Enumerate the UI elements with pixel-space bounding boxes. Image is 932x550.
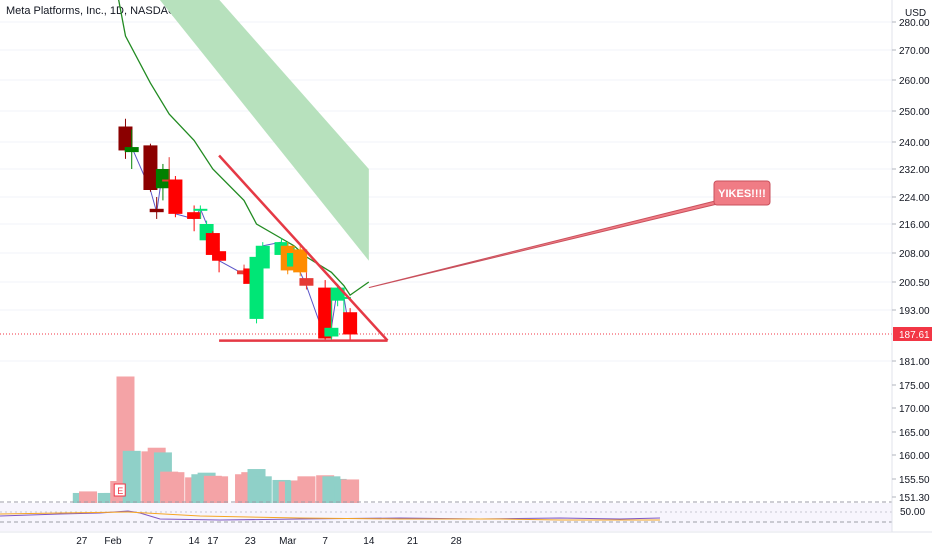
price-tick-label: 240.00 <box>899 138 930 149</box>
last-price-tag <box>893 327 932 341</box>
volume-bars: E <box>72 376 360 514</box>
candle-body <box>124 147 139 153</box>
candle-body <box>343 312 358 335</box>
price-tick-label: 170.00 <box>899 404 930 415</box>
price-tick-label: 193.00 <box>899 306 930 317</box>
price-axis: 280.00 270.00 260.00 250.00 240.00 232.00 224.… <box>892 18 930 504</box>
time-tick-label: Feb <box>104 536 122 547</box>
price-tick-label: 216.00 <box>899 220 930 231</box>
indicator-background <box>0 503 892 531</box>
candle-body <box>143 145 158 190</box>
earnings-marker <box>113 483 126 497</box>
price-tick-label: 208.00 <box>899 249 930 260</box>
indicator-line <box>0 510 661 521</box>
candle-body <box>155 169 170 189</box>
price-tick-label: 155.50 <box>899 475 930 486</box>
time-tick-label: 21 <box>407 536 419 547</box>
candle-body <box>249 256 264 319</box>
time-axis: 27 Feb 7 14 17 23 Mar 7 14 21 28 <box>76 536 462 547</box>
time-tick-label: 17 <box>207 536 219 547</box>
volume-bar <box>122 450 141 514</box>
candle-body <box>187 212 202 219</box>
price-tick-label: 224.00 <box>899 193 930 204</box>
indicator-signal-line <box>0 511 660 521</box>
candle-body <box>168 179 183 214</box>
resistance-trendline <box>218 154 389 342</box>
time-tick-label: 14 <box>189 536 201 547</box>
callout-box <box>713 180 771 206</box>
candle-body <box>293 249 308 273</box>
price-tick-label: 232.00 <box>899 165 930 176</box>
callout-text: YIKES!!!! <box>718 188 766 200</box>
price-tick-label: 165.00 <box>899 428 930 439</box>
price-tick-label: 200.50 <box>899 278 930 289</box>
time-tick-label: 7 <box>322 536 328 547</box>
time-tick-label: 14 <box>363 536 375 547</box>
cloud-band <box>159 0 369 261</box>
price-tick-label: 175.00 <box>899 381 930 392</box>
price-tick-label: 250.00 <box>899 107 930 118</box>
time-tick-label: 27 <box>76 536 88 547</box>
indicator-pane: 50.00 <box>0 501 925 531</box>
time-tick-label: Mar <box>279 536 297 547</box>
candle-body <box>318 287 333 339</box>
price-tick-label: 151.30 <box>899 493 930 504</box>
candle-body <box>324 327 339 337</box>
candle-body <box>205 233 220 255</box>
cloud-band-area <box>159 0 369 261</box>
earnings-marker-label: E <box>117 486 123 496</box>
candle-body <box>299 278 314 286</box>
currency-label: USD <box>905 8 926 19</box>
indicator-tick-label: 50.00 <box>900 507 925 518</box>
price-tick-label: 280.00 <box>899 18 930 29</box>
time-tick-label: 7 <box>148 536 154 547</box>
candle-body <box>193 208 208 211</box>
chart-title: Meta Platforms, Inc., 1D, NASDAQ <box>6 5 177 17</box>
price-tick-label: 181.00 <box>899 357 930 368</box>
price-tick-label: 270.00 <box>899 46 930 57</box>
candle-body <box>118 126 133 151</box>
time-tick-label: 28 <box>451 536 463 547</box>
time-tick-label: 23 <box>245 536 257 547</box>
candle-body <box>336 296 351 299</box>
trendline-drawings: YIKES!!!! <box>218 154 771 342</box>
candle-body <box>255 245 270 269</box>
candles <box>118 118 358 341</box>
moving-average-line <box>118 0 370 297</box>
candle-body <box>212 251 227 261</box>
callout-pointer <box>368 199 735 289</box>
volume-bar <box>166 472 185 514</box>
candle-body <box>149 208 164 213</box>
last-price-label: 187.61 <box>899 330 930 341</box>
price-tick-label: 260.00 <box>899 76 930 87</box>
moving-average <box>118 0 370 297</box>
price-tick-label: 160.00 <box>899 451 930 462</box>
